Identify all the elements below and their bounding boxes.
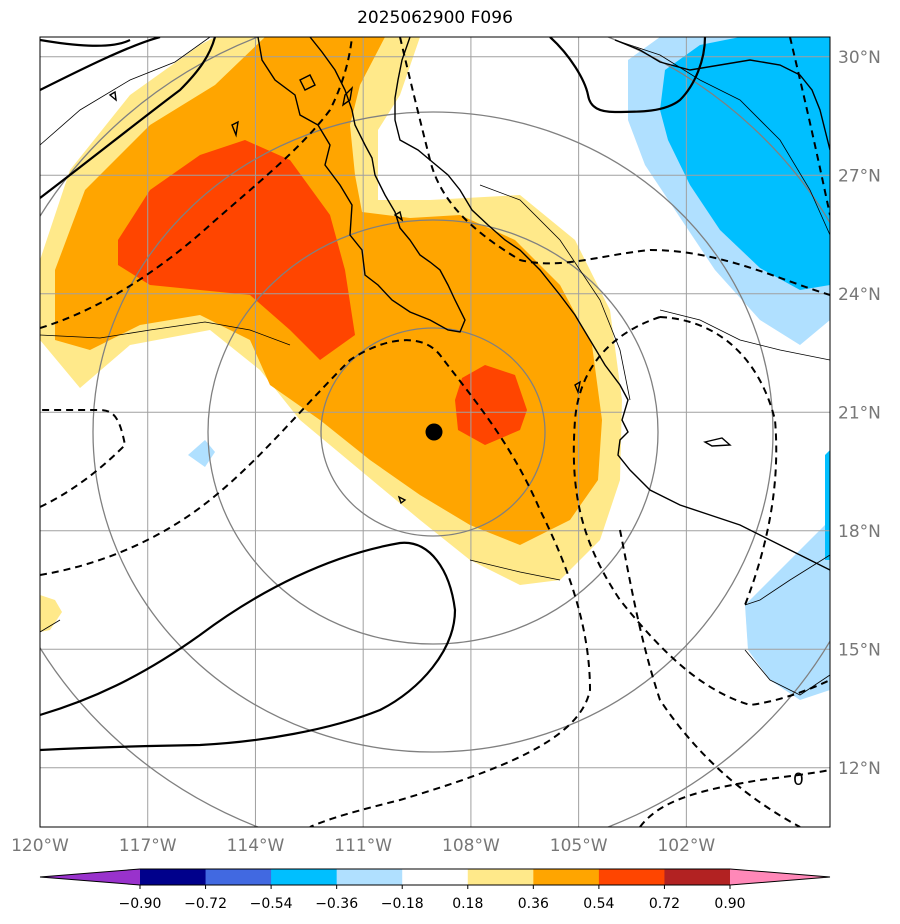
map-plot-area xyxy=(40,37,830,827)
lon-label: 117°W xyxy=(119,836,177,856)
colorbar-extend-min xyxy=(40,869,140,885)
colorbar-swatch xyxy=(271,869,338,885)
shade-lightblue-se xyxy=(745,520,830,700)
lat-label: 18°N xyxy=(838,522,881,542)
colorbar-swatch xyxy=(598,869,665,885)
colorbar-swatch xyxy=(205,869,272,885)
shade-yellow-small xyxy=(40,595,62,632)
latitude-labels: 30°N 27°N 24°N 21°N 18°N 15°N 12°N xyxy=(838,48,881,779)
colorbar-swatch xyxy=(336,869,403,885)
shade-blue-se xyxy=(825,450,830,560)
colorbar-label: 0.36 xyxy=(518,896,549,912)
coastlines xyxy=(108,37,830,571)
country-borders xyxy=(40,37,830,696)
colorbar-swatch xyxy=(140,869,207,885)
colorbar-label: −0.36 xyxy=(315,896,358,912)
lat-label: 30°N xyxy=(838,48,881,68)
dashed-contours xyxy=(40,37,830,827)
map-frame xyxy=(39,36,831,828)
lat-label: 15°N xyxy=(838,640,881,660)
lat-label: 21°N xyxy=(838,403,881,423)
colorbar-label: 0.90 xyxy=(714,896,745,912)
lon-label: 102°W xyxy=(657,836,715,856)
colorbar-extend-max xyxy=(730,869,830,885)
range-rings xyxy=(40,37,830,827)
lat-label: 27°N xyxy=(838,166,881,186)
colorbar-label: 0.54 xyxy=(583,896,614,912)
storm-center-marker xyxy=(425,423,443,441)
shade-blue-ne xyxy=(660,37,830,290)
lon-label: 105°W xyxy=(550,836,608,856)
lon-label: 111°W xyxy=(334,836,392,856)
shade-red-b xyxy=(455,365,527,445)
colorbar-swatch xyxy=(467,869,534,885)
lon-label: 114°W xyxy=(227,836,285,856)
lon-label: 108°W xyxy=(442,836,500,856)
shade-red-a xyxy=(118,140,355,360)
colorbar-label: −0.18 xyxy=(381,896,424,912)
colorbar-label: −0.54 xyxy=(250,896,293,912)
colorbar-swatch xyxy=(664,869,731,885)
colorbar-swatch xyxy=(533,869,600,885)
map-title: 2025062900 F096 xyxy=(357,8,513,28)
colorbar-label: 0.72 xyxy=(649,896,680,912)
longitude-labels: 120°W 117°W 114°W 111°W 108°W 105°W 102°W xyxy=(11,836,715,856)
colorbar: −0.90 −0.72 −0.54 −0.36 −0.18 0.18 0.36 0.54 0.7… xyxy=(39,868,831,912)
map-gridlines xyxy=(40,37,830,827)
colorbar-label: 0.18 xyxy=(452,896,483,912)
colorbar-swatch xyxy=(402,869,469,885)
lon-label: 120°W xyxy=(11,836,69,856)
solid-contours xyxy=(40,37,707,752)
colorbar-label: −0.72 xyxy=(184,896,227,912)
lat-label: 24°N xyxy=(838,285,881,305)
contour-label: 0 xyxy=(793,770,804,790)
lat-label: 12°N xyxy=(838,759,881,779)
colorbar-label: −0.90 xyxy=(119,896,162,912)
